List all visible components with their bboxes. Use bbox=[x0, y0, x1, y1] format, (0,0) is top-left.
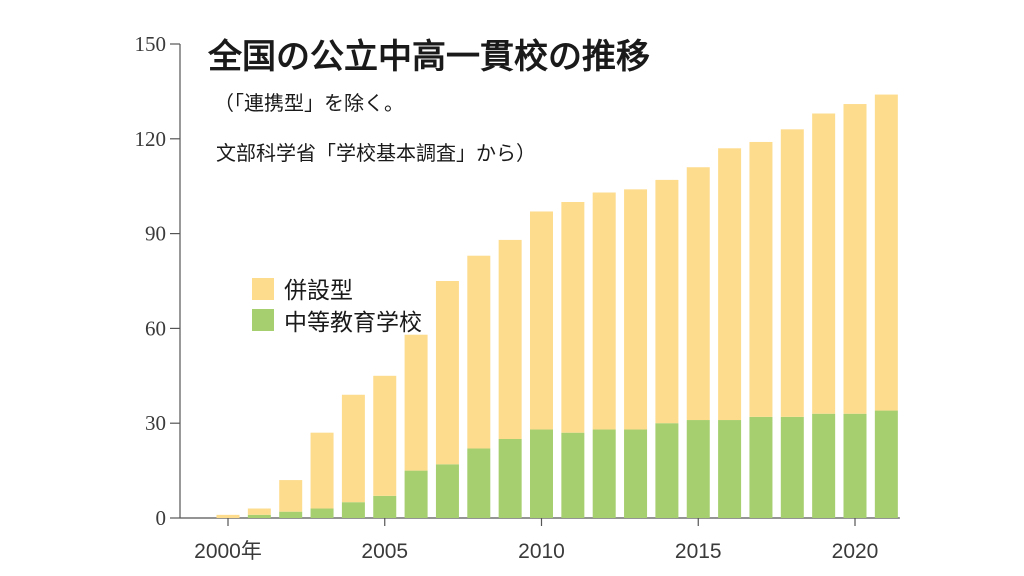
y-tick-label: 60 bbox=[145, 316, 166, 340]
bar-segment-chuto bbox=[247, 514, 271, 518]
y-tick-label: 90 bbox=[145, 222, 166, 246]
bar-segment-heisetsu bbox=[404, 334, 428, 471]
bar-segment-heisetsu bbox=[435, 281, 459, 465]
bar-segment-chuto bbox=[561, 432, 585, 518]
bar-segment-heisetsu bbox=[530, 211, 553, 430]
bar-segment-heisetsu bbox=[310, 432, 334, 509]
bar-segment-heisetsu bbox=[498, 239, 522, 439]
bar-segment-heisetsu bbox=[780, 129, 804, 417]
bar-segment-heisetsu bbox=[467, 255, 491, 449]
bars-layer bbox=[216, 94, 898, 518]
bar-segment-heisetsu bbox=[874, 94, 898, 411]
bar-segment-heisetsu bbox=[749, 141, 773, 417]
bar-segment-chuto bbox=[812, 413, 836, 518]
bar-segment-chuto bbox=[373, 495, 397, 518]
bar-segment-heisetsu bbox=[279, 480, 303, 512]
bar-segment-heisetsu bbox=[686, 167, 710, 421]
bar-segment-chuto bbox=[655, 423, 679, 518]
bar-segment-chuto bbox=[467, 448, 491, 518]
bar-segment-heisetsu bbox=[216, 514, 240, 518]
bar-segment-chuto bbox=[624, 429, 648, 518]
y-tick-label: 150 bbox=[135, 32, 167, 56]
bar-segment-heisetsu bbox=[655, 179, 679, 424]
x-tick-label: 2015 bbox=[675, 540, 722, 563]
bar-segment-chuto bbox=[843, 413, 867, 518]
bar-segment-heisetsu bbox=[373, 375, 397, 496]
bar-segment-chuto bbox=[530, 429, 553, 518]
bar-segment-heisetsu bbox=[247, 508, 271, 515]
bar-segment-chuto bbox=[718, 420, 742, 518]
bar-segment-chuto bbox=[686, 420, 710, 518]
y-tick-label: 120 bbox=[135, 127, 167, 151]
bar-segment-heisetsu bbox=[718, 148, 742, 421]
bar-segment-chuto bbox=[780, 416, 804, 518]
bar-segment-chuto bbox=[310, 508, 334, 518]
x-tick-label: 2005 bbox=[361, 540, 408, 563]
chart-title: 全国の公立中高一貫校の推移 bbox=[207, 37, 650, 77]
axes-layer: 0 30 60 90 120 150 2000年 2005 2010 2015 2020 bbox=[135, 32, 900, 563]
bar-segment-heisetsu bbox=[812, 113, 836, 414]
legend-label-chuto: 中等教育学校 bbox=[284, 310, 422, 336]
bar-segment-chuto bbox=[404, 470, 428, 518]
y-tick-label: 30 bbox=[145, 411, 166, 435]
bar-segment-chuto bbox=[749, 416, 773, 518]
bar-segment-chuto bbox=[498, 439, 522, 518]
x-tick-label: 2020 bbox=[832, 540, 879, 563]
legend-label-heisetsu: 併設型 bbox=[284, 278, 353, 304]
bar-segment-heisetsu bbox=[561, 202, 585, 433]
bar-segment-chuto bbox=[592, 429, 616, 518]
bar-segment-chuto bbox=[874, 410, 898, 518]
bar-segment-chuto bbox=[341, 502, 365, 518]
legend-swatch-heisetsu bbox=[252, 278, 274, 300]
bar-segment-heisetsu bbox=[843, 104, 867, 414]
bar-segment-heisetsu bbox=[341, 394, 365, 503]
source-note-line1: （「連携型」を除く。 bbox=[214, 91, 404, 115]
bar-segment-chuto bbox=[279, 511, 303, 518]
legend-swatch-chuto bbox=[252, 309, 274, 331]
source-note-line2: 文部科学省「学校基本調査」から） bbox=[216, 141, 536, 165]
bar-segment-heisetsu bbox=[592, 192, 616, 430]
x-tick-label: 2000年 bbox=[194, 540, 262, 563]
bar-segment-heisetsu bbox=[624, 189, 648, 430]
bar-segment-chuto bbox=[435, 464, 459, 518]
annotation-layer: 全国の公立中高一貫校の推移 （「連携型」を除く。 文部科学省「学校基本調査」から… bbox=[207, 37, 650, 336]
x-tick-label: 2010 bbox=[518, 540, 565, 563]
y-tick-label: 0 bbox=[156, 506, 167, 530]
